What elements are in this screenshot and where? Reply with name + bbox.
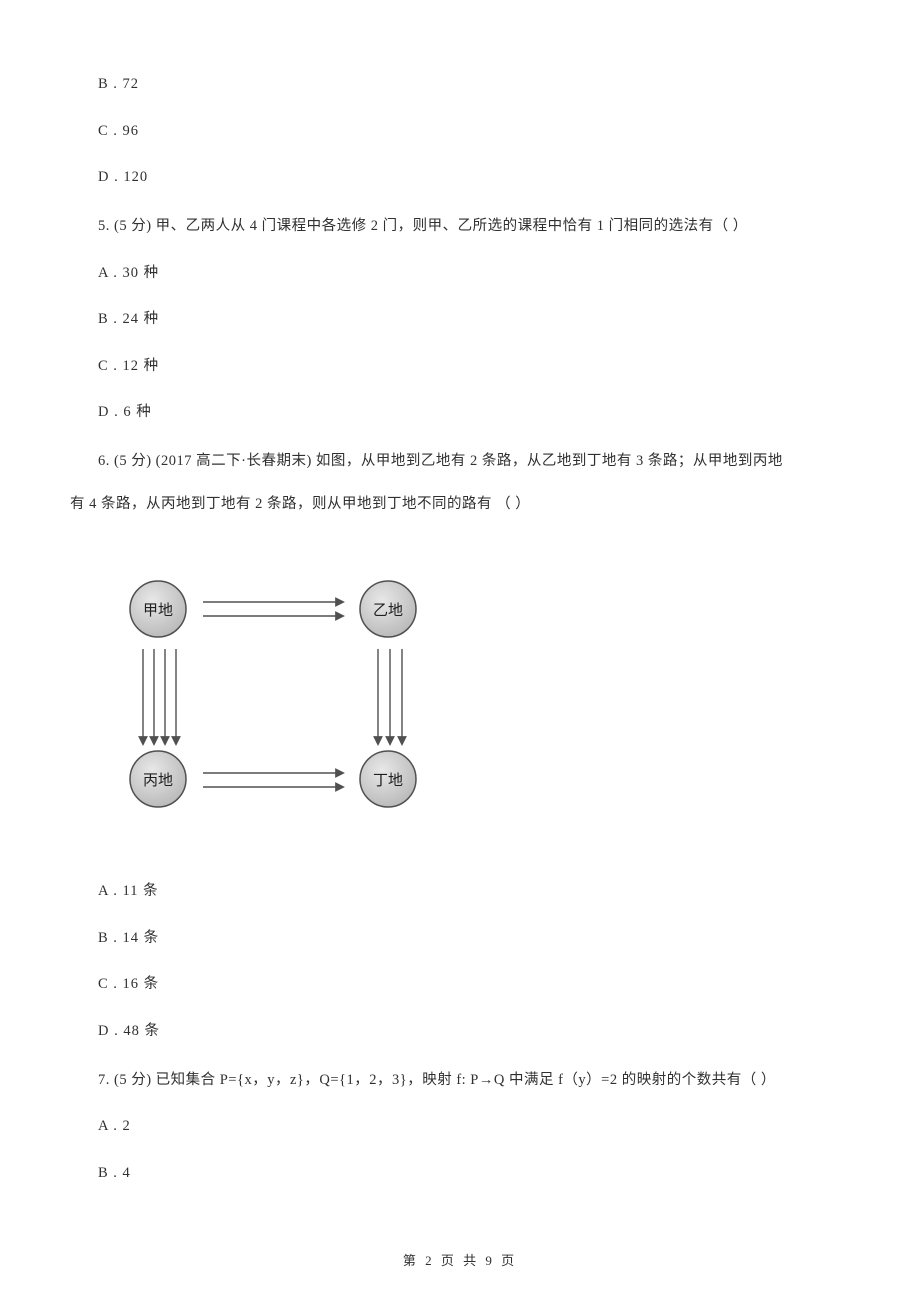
page: B . 72 C . 96 D . 120 5. (5 分) 甲、乙两人从 4 … bbox=[0, 0, 920, 1302]
q6-option-a: A . 11 条 bbox=[98, 879, 850, 904]
page-footer: 第 2 页 共 9 页 bbox=[70, 1250, 850, 1272]
node-yi: 乙地 bbox=[360, 581, 416, 637]
node-jia: 甲地 bbox=[130, 581, 186, 637]
svg-text:乙地: 乙地 bbox=[373, 602, 403, 619]
edges-jia-bing bbox=[143, 649, 176, 744]
edges-yi-ding bbox=[378, 649, 402, 744]
q5-stem: 5. (5 分) 甲、乙两人从 4 门课程中各选修 2 门，则甲、乙所选的课程中… bbox=[70, 214, 850, 239]
q4-option-b: B . 72 bbox=[98, 72, 850, 97]
q5-option-b: B . 24 种 bbox=[98, 307, 850, 332]
q6-option-d: D . 48 条 bbox=[98, 1019, 850, 1044]
q5-option-c: C . 12 种 bbox=[98, 354, 850, 379]
node-bing: 丙地 bbox=[130, 751, 186, 807]
node-ding: 丁地 bbox=[360, 751, 416, 807]
q7-stem: 7. (5 分) 已知集合 P={x，y，z}，Q={1，2，3}，映射 f: … bbox=[70, 1068, 850, 1093]
q6-option-c: C . 16 条 bbox=[98, 972, 850, 997]
svg-text:甲地: 甲地 bbox=[143, 602, 173, 619]
q4-option-d: D . 120 bbox=[98, 165, 850, 190]
q6-stem-line2: 有 4 条路，从丙地到丁地有 2 条路，则从甲地到丁地不同的路有 （ ） bbox=[70, 492, 850, 517]
q5-option-a: A . 30 种 bbox=[98, 261, 850, 286]
svg-text:丙地: 丙地 bbox=[143, 772, 173, 789]
q5-option-d: D . 6 种 bbox=[98, 400, 850, 425]
q6-route-diagram: 甲地 乙地 丙地 丁地 bbox=[98, 564, 438, 824]
edges-jia-yi bbox=[203, 602, 343, 616]
q7-option-b: B . 4 bbox=[98, 1161, 850, 1186]
q4-option-c: C . 96 bbox=[98, 119, 850, 144]
svg-text:丁地: 丁地 bbox=[373, 772, 403, 789]
q6-stem-line1: 6. (5 分) (2017 高二下·长春期末) 如图，从甲地到乙地有 2 条路… bbox=[70, 449, 850, 474]
q6-option-b: B . 14 条 bbox=[98, 926, 850, 951]
q7-option-a: A . 2 bbox=[98, 1114, 850, 1139]
edges-bing-ding bbox=[203, 773, 343, 787]
